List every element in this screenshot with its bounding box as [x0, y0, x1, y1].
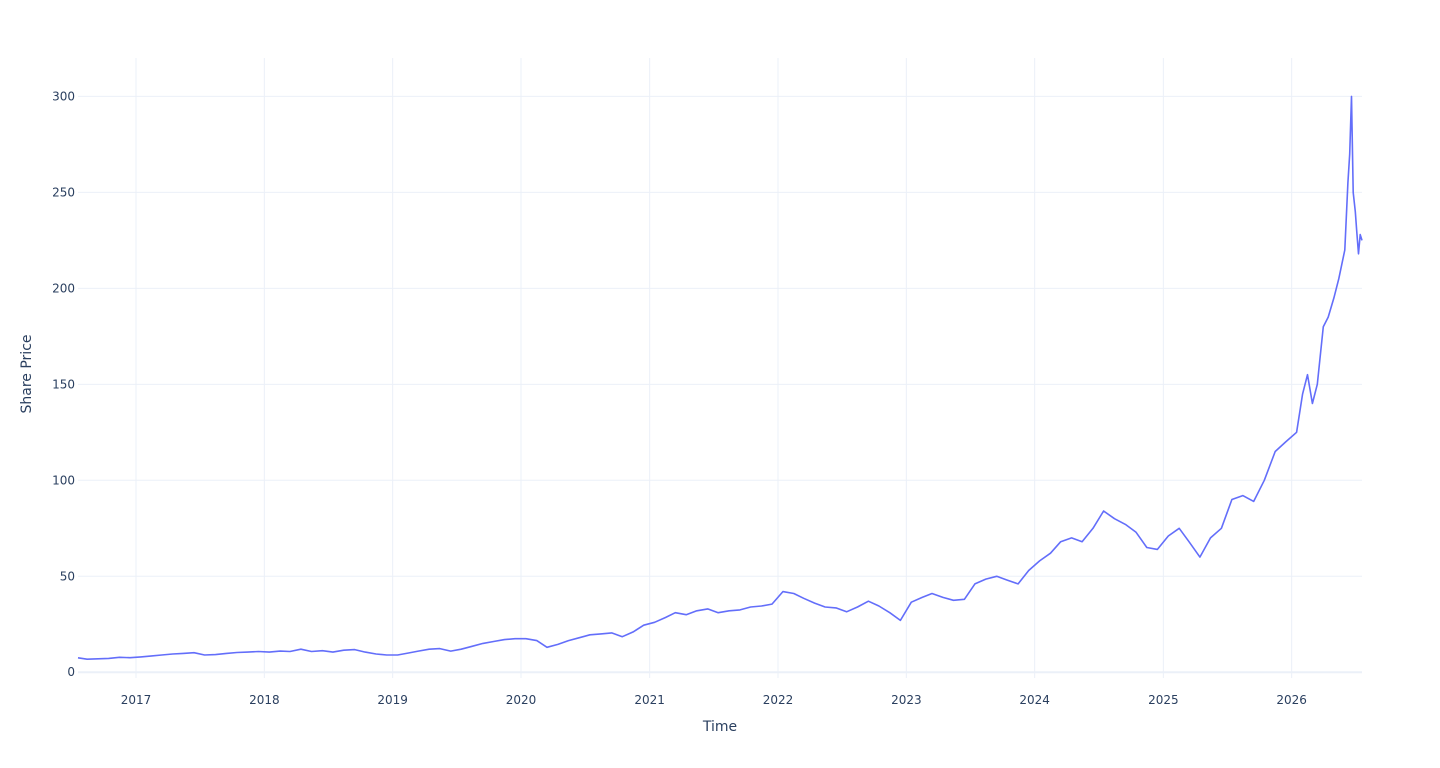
x-axis-title: Time: [702, 719, 737, 735]
x-tick-label-2022: 2022: [763, 693, 794, 707]
y-tick-label-50: 50: [60, 569, 75, 583]
x-tick-label-2024: 2024: [1019, 693, 1050, 707]
x-tick-label-2020: 2020: [506, 693, 537, 707]
grid: [78, 58, 1362, 678]
series-line-0: [77, 95, 1363, 661]
x-tick-label-2021: 2021: [634, 693, 665, 707]
y-tick-label-0: 0: [67, 665, 75, 679]
x-tick-label-2023: 2023: [891, 693, 922, 707]
x-tick-label-2026: 2026: [1276, 693, 1307, 707]
y-tick-label-150: 150: [52, 377, 75, 391]
y-tick-label-200: 200: [52, 281, 75, 295]
series-layer: [77, 95, 1363, 661]
x-tick-label-2019: 2019: [377, 693, 408, 707]
x-tick-label-2025: 2025: [1148, 693, 1179, 707]
y-tick-label-250: 250: [52, 185, 75, 199]
x-tick-label-2017: 2017: [121, 693, 152, 707]
y-tick-label-100: 100: [52, 473, 75, 487]
tick-labels: 2017 2018 2019 2020 2021 2022 2023 2024 2025 2026…: [52, 89, 1307, 707]
x-tick-label-2018: 2018: [249, 693, 280, 707]
y-tick-label-300: 300: [52, 89, 75, 103]
y-axis-title: Share Price: [19, 334, 35, 413]
